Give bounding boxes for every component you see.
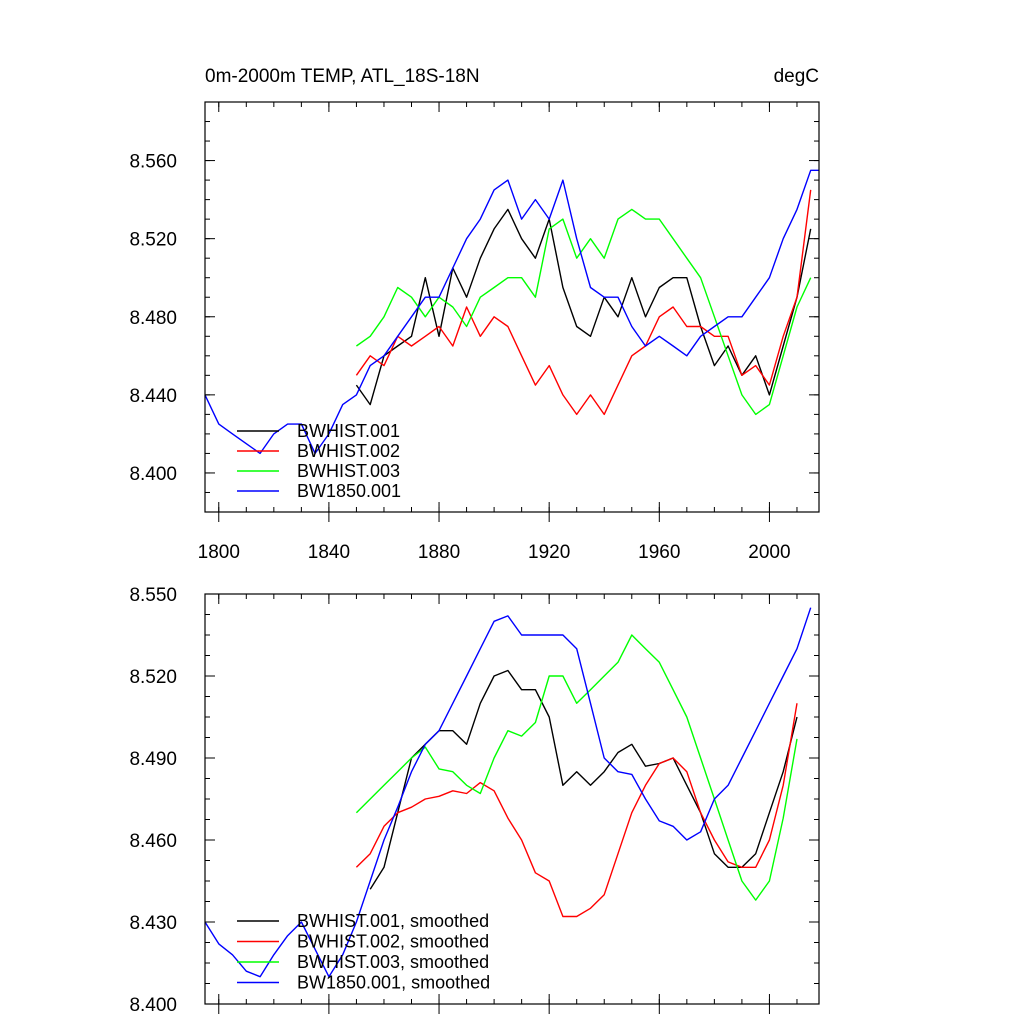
top-legend-label-3: BWHIST.003 [297,461,400,481]
top-ytick-label: 8.560 [129,152,177,173]
bottom-ytick-label: 8.490 [129,749,177,770]
top-xtick-label: 2000 [748,542,790,563]
bottom-ytick-label: 8.400 [129,995,177,1016]
bottom-ytick-label: 8.550 [129,585,177,606]
top-ticks-group: 1800 1840 1880 1920 1960 2000 8.400 8.440 8.480 8… [129,101,819,563]
top-legend-label-1: BWHIST.001 [297,421,400,441]
bottom-ticks-group: 8.400 8.430 8.460 8.490 8.520 8.550 [129,585,819,1016]
bottom-series-line-2 [355,703,798,918]
top-xtick-label: 1800 [198,542,240,563]
top-series-line-2 [355,189,812,416]
bottom-ytick-label: 8.430 [129,913,177,934]
top-xtick-label: 1920 [528,542,570,563]
bottom-legend-label-1: BWHIST.001, smoothed [297,911,489,931]
top-ytick-label: 8.480 [129,308,177,329]
top-series-line-3 [355,208,812,416]
bottom-legend-label-2: BWHIST.002, smoothed [297,932,489,952]
top-legend-label-2: BWHIST.002 [297,441,400,461]
bottom-series-line-1 [369,669,798,890]
top-title-left: 0m-2000m TEMP, ATL_18S-18N [205,66,480,87]
bottom-ytick-label: 8.460 [129,831,177,852]
top-legend-label-4: BW1850.001 [297,481,401,501]
bottom-legend-label-4: BW1850.001, smoothed [297,973,490,993]
top-xtick-label: 1960 [638,542,680,563]
top-xtick-label: 1880 [418,542,460,563]
bottom-legend-label-3: BWHIST.003, smoothed [297,952,489,972]
top-xtick-label: 1840 [308,542,350,563]
top-series-line-4 [204,169,819,455]
bottom-series-group [204,607,812,978]
top-ytick-label: 8.440 [129,386,177,407]
top-panel: 0m-2000m TEMP, ATL_18S-18N degC 1800 1840… [129,66,820,563]
bottom-series-line-4 [204,607,812,978]
top-ytick-label: 8.400 [129,464,177,485]
top-ytick-label: 8.520 [129,230,177,251]
bottom-panel: 8.400 8.430 8.460 8.490 8.520 8.550 BWHIST.00… [129,585,820,1016]
top-plot-frame [204,101,820,513]
bottom-series-line-3 [355,634,798,901]
bottom-ytick-label: 8.520 [129,667,177,688]
top-series-group [204,169,819,455]
top-title-right: degC [774,66,819,87]
